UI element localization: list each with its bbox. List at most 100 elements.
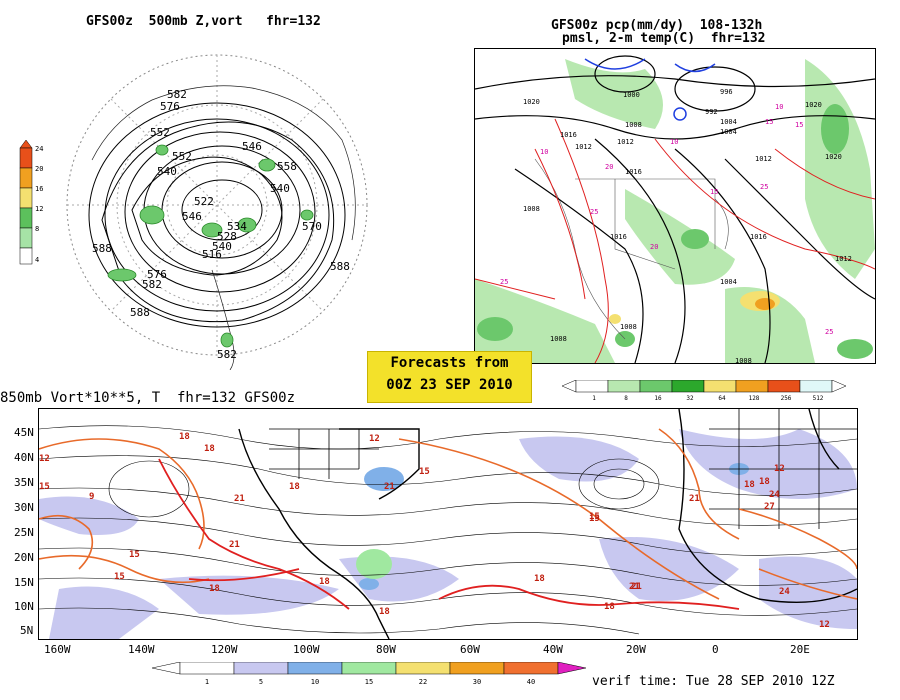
vort850-colorbar-label: 5 xyxy=(259,678,263,686)
vort850-temp-label: 18 xyxy=(319,577,330,587)
precip-isobar-label: 1012 xyxy=(617,138,634,146)
polar-label: 546 xyxy=(182,210,202,223)
precip-isobar-label: 1004 xyxy=(720,278,737,286)
precip-temp-label: 25 xyxy=(825,328,833,336)
vort850-colorbar-label: 10 xyxy=(311,678,319,686)
precip-temp-label: 15 xyxy=(795,121,803,129)
vort850-temp-label: 18 xyxy=(379,607,390,617)
precip-isobar-label: 1016 xyxy=(625,168,642,176)
precip-temp-label: 25 xyxy=(760,183,768,191)
polar-colorbar-label: 8 xyxy=(35,225,39,233)
vort850-colorbar-label: 22 xyxy=(419,678,427,686)
precip-temp-label: 15 xyxy=(765,118,773,126)
lat-label: 25N xyxy=(14,526,34,539)
precip-colorbar-label: 32 xyxy=(686,395,694,402)
polar-label: 576 xyxy=(147,268,167,281)
polar-colorbar-label: 16 xyxy=(35,185,43,193)
precip-temp-label: 10 xyxy=(540,148,548,156)
precip-colorbar-label: 8 xyxy=(624,395,628,402)
vort850-colorbar-label: 30 xyxy=(473,678,481,686)
vort850-temp-label: 18 xyxy=(179,432,190,442)
precip-isobar-label: 992 xyxy=(705,108,718,116)
polar-colorbar-label: 20 xyxy=(35,165,43,173)
precip-isobar-label: 1012 xyxy=(575,143,592,151)
precip-temp-label: 10 xyxy=(775,103,783,111)
polar-label: 540 xyxy=(270,182,290,195)
vort850-temp-label: 18 xyxy=(209,584,220,594)
vort850-temp-label: 21 xyxy=(234,494,245,504)
lon-label: 120W xyxy=(211,643,238,656)
lon-label: 100W xyxy=(293,643,320,656)
vort850-colorbar-label: 40 xyxy=(527,678,535,686)
vort850-map: 18 12 15 9 15 18 21 18 15 21 18 18 12 21… xyxy=(38,408,858,640)
polar-label: 552 xyxy=(172,150,192,163)
precip-isobar-label: 1008 xyxy=(550,335,567,343)
vort850-temp-label: 18 xyxy=(744,480,755,490)
polar-colorbar-label: 12 xyxy=(35,205,43,213)
precip-colorbar-label: 64 xyxy=(718,395,726,402)
polar-label: 540 xyxy=(212,240,232,253)
precip-temp-label: 25 xyxy=(590,208,598,216)
precip-temp-label: 10 xyxy=(670,138,678,146)
vort850-temp-label: 18 xyxy=(759,477,770,487)
vort850-temp-label: 15 xyxy=(114,572,125,582)
precip-isobar-label: 1012 xyxy=(755,155,772,163)
polar-colorbar-label: 4 xyxy=(35,256,39,264)
polar-label: 588 xyxy=(330,260,350,273)
vort850-temp-label: 15 xyxy=(419,467,430,477)
precip-colorbar-label: 1 xyxy=(592,395,596,402)
precip-isobar-label: 1020 xyxy=(825,153,842,161)
precip-title-line2: pmsl, 2-m temp(C) fhr=132 xyxy=(562,31,766,46)
lon-label: 160W xyxy=(44,643,71,656)
lon-label: 60W xyxy=(460,643,480,656)
vort850-temp-label: 21 xyxy=(629,582,640,592)
lat-label: 40N xyxy=(14,451,34,464)
vort850-temp-label: 15 xyxy=(39,482,50,492)
vort850-temp-label: 12 xyxy=(819,620,830,630)
precip-colorbar-label: 128 xyxy=(749,395,760,402)
vort850-temp-label: 18 xyxy=(289,482,300,492)
precip-colorbar-label: 512 xyxy=(813,395,824,402)
precip-isobar-label: 1008 xyxy=(625,121,642,129)
polar-label: 534 xyxy=(227,220,247,233)
forecast-init-line1: Forecasts from xyxy=(390,355,509,371)
vort850-temp-label: 21 xyxy=(229,540,240,550)
vort850-temp-label: 24 xyxy=(779,587,790,597)
precip-isobar-label: 1008 xyxy=(523,205,540,213)
polar-title: GFS00z 500mb Z,vort fhr=132 xyxy=(86,14,321,29)
precip-temp-label: 20 xyxy=(605,163,613,171)
precip-temp-label: 20 xyxy=(650,243,658,251)
verif-time: verif time: Tue 28 SEP 2010 12Z xyxy=(592,674,835,689)
precip-isobar-label: 1004 xyxy=(720,128,737,136)
vort850-temp-label: 12 xyxy=(369,434,380,444)
polar-label: 558 xyxy=(277,160,297,173)
lon-label: 140W xyxy=(128,643,155,656)
polar-label: 582 xyxy=(142,278,162,291)
polar-label: 540 xyxy=(157,165,177,178)
vort850-temp-label: 21 xyxy=(689,494,700,504)
vort850-temp-label: 15 xyxy=(129,550,140,560)
lat-label: 5N xyxy=(20,624,34,637)
precip-isobar-label: 1008 xyxy=(735,357,752,364)
precip-isobar-label: 1016 xyxy=(560,131,577,139)
precip-temp-label: 25 xyxy=(500,278,508,286)
lon-label: 20E xyxy=(790,643,810,656)
precip-isobar-label: 1016 xyxy=(750,233,767,241)
precip-map: 1020 1016 1012 1008 1004 1000 996 992 10… xyxy=(474,48,876,364)
forecast-init-line2: 00Z 23 SEP 2010 xyxy=(386,377,513,393)
vort850-colorbar-label: 15 xyxy=(365,678,373,686)
precip-title-line1: GFS00z pcp(mm/dy) 108-132h xyxy=(551,18,763,33)
polar-label: 522 xyxy=(194,195,214,208)
precip-colorbar-label: 16 xyxy=(654,395,662,402)
precip-temp-label: 15 xyxy=(710,188,718,196)
lon-label: 0 xyxy=(712,643,719,656)
lon-label: 20W xyxy=(626,643,646,656)
vort850-temp-label: 21 xyxy=(631,582,642,592)
polar-map: 582 576 552 540 522 540 546 558 570 588 … xyxy=(66,54,368,370)
polar-colorbar: 24 20 16 12 8 4 xyxy=(19,140,43,265)
precip-isobar-label: 1020 xyxy=(805,101,822,109)
vort850-temp-label: 15 xyxy=(589,514,600,524)
vort850-temp-label: 18 xyxy=(534,574,545,584)
polar-label: 528 xyxy=(217,230,237,243)
polar-label: 588 xyxy=(130,306,150,319)
